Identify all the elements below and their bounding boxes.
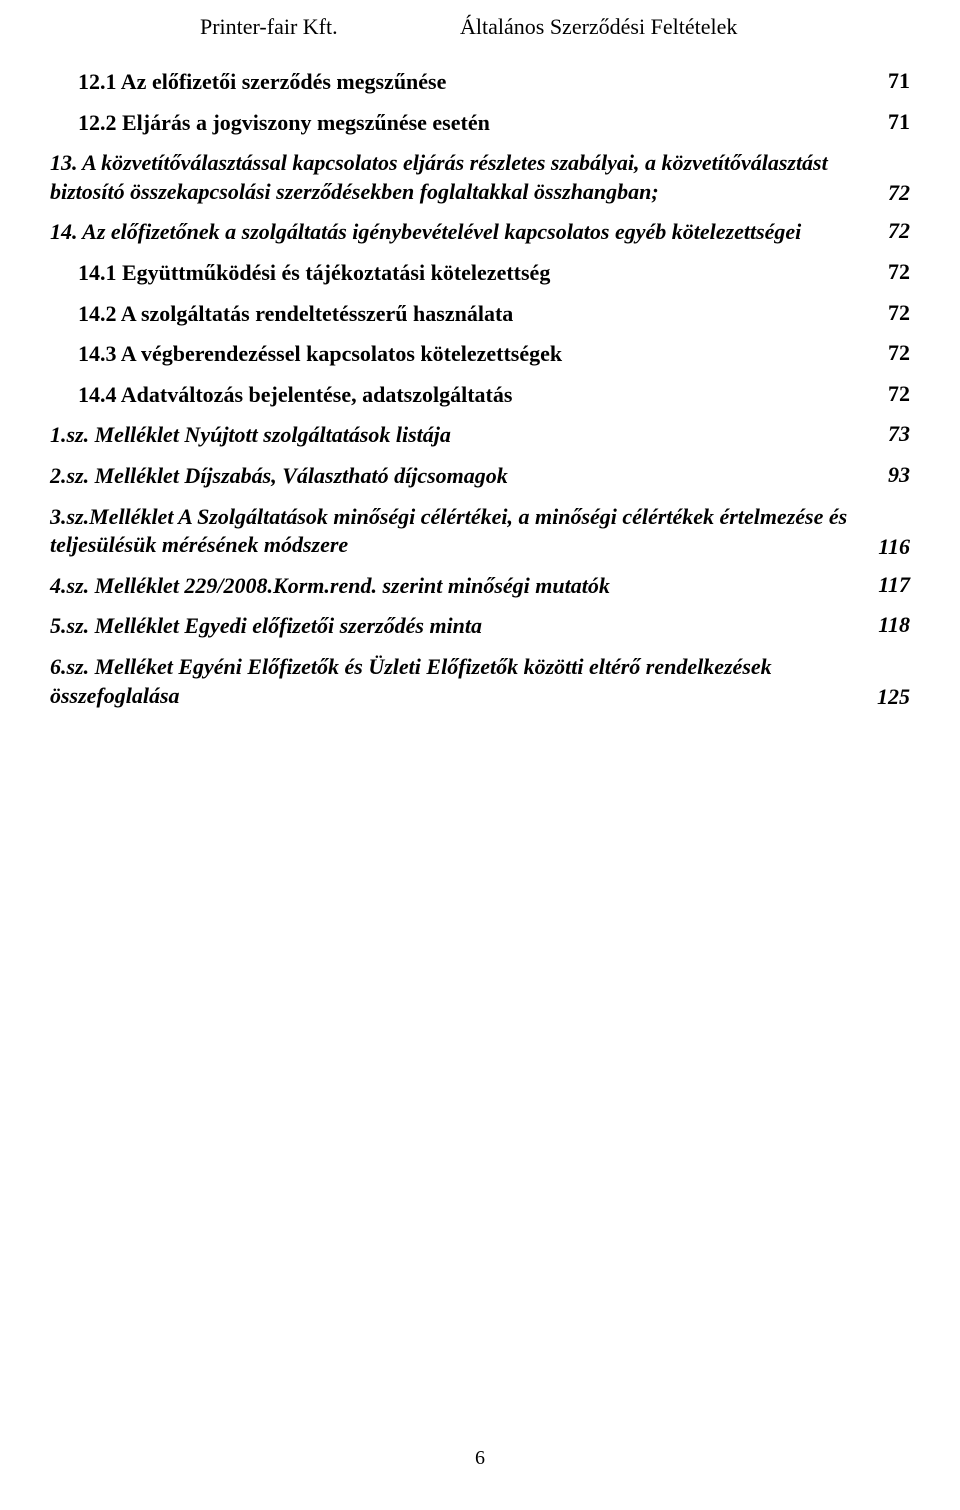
toc-entry: 4.sz. Melléklet 229/2008.Korm.rend. szer… — [50, 572, 910, 601]
toc-entry: 2.sz. Melléklet Díjszabás, Választható d… — [50, 462, 910, 491]
toc-entry: 12.2 Eljárás a jogviszony megszűnése ese… — [50, 109, 910, 138]
toc-entry-title: 2.sz. Melléklet Díjszabás, Választható d… — [50, 462, 888, 491]
toc-entry-page: 72 — [888, 180, 910, 206]
toc-entry: 6.sz. Melléket Egyéni Előfizetők és Üzle… — [50, 653, 910, 710]
toc-entry: 1.sz. Melléklet Nyújtott szolgáltatások … — [50, 421, 910, 450]
toc-entry-page: 116 — [878, 534, 910, 560]
toc-entry-title: 1.sz. Melléklet Nyújtott szolgáltatások … — [50, 421, 888, 450]
toc-entry-title: 14.2 A szolgáltatás rendeltetésszerű has… — [78, 300, 888, 329]
toc-entry-page: 93 — [888, 462, 910, 488]
toc-entry-title: 4.sz. Melléklet 229/2008.Korm.rend. szer… — [50, 572, 878, 601]
toc-entry-title: 13. A közvetítőválasztással kapcsolatos … — [50, 149, 888, 206]
toc-entry: 5.sz. Melléklet Egyedi előfizetői szerző… — [50, 612, 910, 641]
toc-entry-title: 3.sz.Melléklet A Szolgáltatások minőségi… — [50, 503, 878, 560]
toc-entry-title: 12.1 Az előfizetői szerződés megszűnése — [78, 68, 888, 97]
toc-entry-title: 5.sz. Melléklet Egyedi előfizetői szerző… — [50, 612, 878, 641]
table-of-contents: 12.1 Az előfizetői szerződés megszűnése7… — [50, 68, 910, 710]
toc-entry: 14.3 A végberendezéssel kapcsolatos köte… — [50, 340, 910, 369]
toc-entry: 14. Az előfizetőnek a szolgáltatás igény… — [50, 218, 910, 247]
page-header: Printer-fair Kft. Általános Szerződési F… — [50, 14, 910, 40]
toc-entry-title: 14. Az előfizetőnek a szolgáltatás igény… — [50, 218, 888, 247]
toc-entry-page: 71 — [888, 68, 910, 94]
toc-entry-page: 117 — [878, 572, 910, 598]
toc-entry-title: 14.4 Adatváltozás bejelentése, adatszolg… — [78, 381, 888, 410]
toc-entry-page: 72 — [888, 381, 910, 407]
toc-entry: 3.sz.Melléklet A Szolgáltatások minőségi… — [50, 503, 910, 560]
toc-entry-page: 72 — [888, 340, 910, 366]
toc-entry-page: 71 — [888, 109, 910, 135]
toc-entry: 14.2 A szolgáltatás rendeltetésszerű has… — [50, 300, 910, 329]
toc-entry: 13. A közvetítőválasztással kapcsolatos … — [50, 149, 910, 206]
header-company: Printer-fair Kft. — [200, 14, 460, 40]
toc-entry: 14.4 Adatváltozás bejelentése, adatszolg… — [50, 381, 910, 410]
toc-entry-title: 6.sz. Melléket Egyéni Előfizetők és Üzle… — [50, 653, 877, 710]
toc-entry-page: 72 — [888, 259, 910, 285]
toc-entry-title: 14.3 A végberendezéssel kapcsolatos köte… — [78, 340, 888, 369]
header-title: Általános Szerződési Feltételek — [460, 14, 910, 40]
page-number: 6 — [0, 1447, 960, 1470]
toc-entry-title: 14.1 Együttműködési és tájékoztatási köt… — [78, 259, 888, 288]
toc-entry: 12.1 Az előfizetői szerződés megszűnése7… — [50, 68, 910, 97]
toc-entry-page: 73 — [888, 421, 910, 447]
toc-entry-page: 72 — [888, 300, 910, 326]
toc-entry-page: 72 — [888, 218, 910, 244]
toc-entry-page: 125 — [877, 684, 910, 710]
toc-entry-page: 118 — [878, 612, 910, 638]
toc-entry-title: 12.2 Eljárás a jogviszony megszűnése ese… — [78, 109, 888, 138]
document-page: Printer-fair Kft. Általános Szerződési F… — [0, 0, 960, 710]
toc-entry: 14.1 Együttműködési és tájékoztatási köt… — [50, 259, 910, 288]
